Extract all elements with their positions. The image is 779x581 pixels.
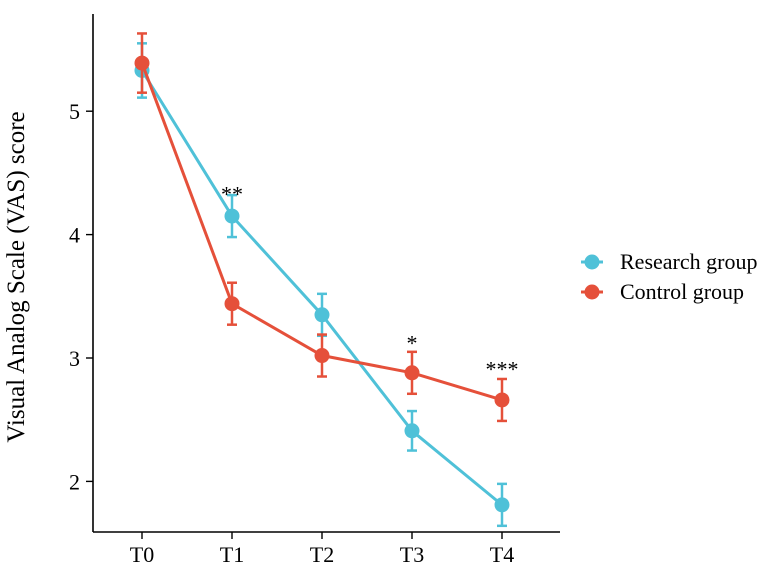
legend-item-research-group: Research group bbox=[581, 249, 757, 274]
legend-item-control-group: Control group bbox=[581, 279, 744, 304]
data-point bbox=[494, 392, 510, 408]
series-layer bbox=[134, 32, 510, 528]
legend-label: Control group bbox=[620, 279, 744, 304]
data-point bbox=[314, 348, 330, 364]
legend: Research group Control group bbox=[581, 249, 757, 304]
data-point bbox=[224, 208, 240, 224]
x-tick-label: T1 bbox=[220, 542, 244, 567]
y-axis-title: Visual Analog Scale (VAS) score bbox=[3, 111, 30, 442]
significance-label: *** bbox=[486, 357, 519, 382]
significance-label: ** bbox=[221, 181, 243, 206]
data-point bbox=[224, 296, 240, 312]
x-tick-label: T2 bbox=[310, 542, 334, 567]
annotation-layer: ****** bbox=[221, 181, 519, 381]
y-tick-label: 5 bbox=[69, 99, 80, 124]
x-tick-label: T0 bbox=[130, 542, 154, 567]
axes: 2 3 4 5 T0 T1 T2 T3 T4 Visual Analog Scale (VAS) … bbox=[3, 14, 560, 567]
data-point bbox=[134, 55, 150, 71]
legend-swatch-marker bbox=[584, 284, 600, 300]
data-point bbox=[314, 307, 330, 323]
series-control-group bbox=[134, 32, 510, 423]
series-line bbox=[140, 69, 503, 507]
y-tick-label: 2 bbox=[69, 469, 80, 494]
significance-label: * bbox=[407, 331, 418, 356]
x-tick-label: T4 bbox=[490, 542, 514, 567]
data-point bbox=[404, 365, 420, 381]
data-point bbox=[404, 423, 420, 439]
x-tick-label: T3 bbox=[400, 542, 424, 567]
y-tick-label: 4 bbox=[69, 223, 80, 248]
data-point bbox=[494, 497, 510, 513]
legend-swatch-marker bbox=[584, 254, 600, 270]
series-research-group bbox=[134, 42, 510, 528]
y-tick-label: 3 bbox=[69, 346, 80, 371]
legend-label: Research group bbox=[620, 249, 757, 274]
